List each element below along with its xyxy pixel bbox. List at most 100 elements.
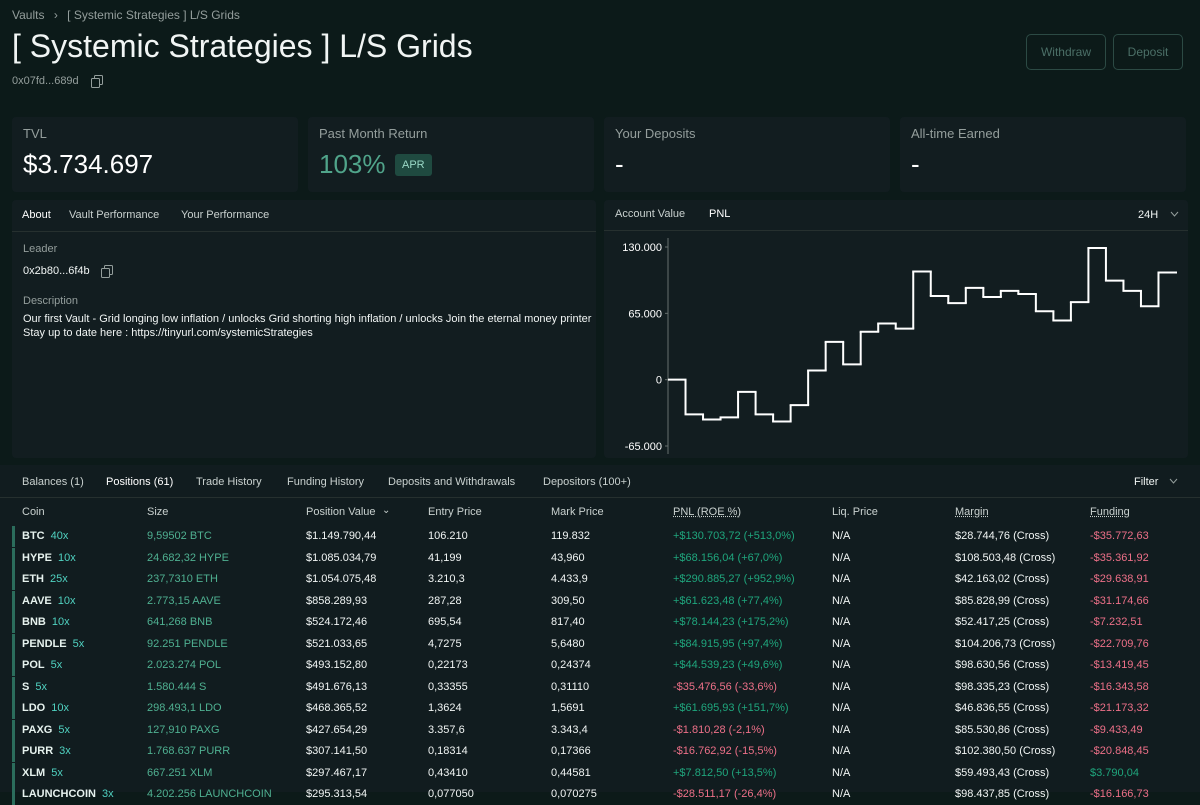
long-indicator [12, 655, 15, 676]
cell: $297.467,17 [306, 767, 367, 779]
coin: BNB [22, 616, 46, 628]
cell: $3.790,04 [1090, 767, 1139, 779]
cell: $524.172,46 [306, 616, 367, 628]
cell: -$35.476,56 (-33,6%) [673, 681, 777, 693]
cell: N/A [832, 595, 850, 607]
cell: +$61.623,48 (+77,4%) [673, 595, 782, 607]
column-header[interactable]: Funding [1090, 506, 1130, 518]
cell: +$290.885,27 (+952,9%) [673, 573, 795, 585]
cell: 1,3624 [428, 702, 462, 714]
cell: $59.493,43 (Cross) [955, 767, 1049, 779]
cell: -$35.772,63 [1090, 530, 1149, 542]
cell: -$16.762,92 (-15,5%) [673, 745, 777, 757]
cell: +$44.539,23 (+49,6%) [673, 659, 782, 671]
cell: $491.676,13 [306, 681, 367, 693]
cell: N/A [832, 552, 850, 564]
cell: 0,43410 [428, 767, 468, 779]
coin: LAUNCHCOIN [22, 788, 96, 800]
leverage: 3x [59, 745, 71, 757]
coin: BTC [22, 530, 45, 542]
y-tick-label: 130.000 [622, 242, 662, 254]
cell: N/A [832, 530, 850, 542]
column-header[interactable]: Entry Price [428, 506, 482, 518]
tab[interactable]: Balances (1) [22, 476, 84, 488]
cell: 3.343,4 [551, 724, 588, 736]
cell: N/A [832, 638, 850, 650]
tab[interactable]: Depositors (100+) [543, 476, 631, 488]
cell: 24.682,32 HYPE [147, 552, 229, 564]
column-header[interactable]: Coin [22, 506, 45, 518]
cell: $521.033,65 [306, 638, 367, 650]
cell: $307.141,50 [306, 745, 367, 757]
cell: $1.054.075,48 [306, 573, 376, 585]
cell: -$29.638,91 [1090, 573, 1149, 585]
cell: 2.773,15 AAVE [147, 595, 221, 607]
cell: -$35.361,92 [1090, 552, 1149, 564]
leverage: 3x [102, 788, 114, 800]
cell: -$16.343,58 [1090, 681, 1149, 693]
leverage: 10x [52, 616, 70, 628]
cell: 0,24374 [551, 659, 591, 671]
cell: +$84.915,95 (+97,4%) [673, 638, 782, 650]
cell: 641,268 BNB [147, 616, 212, 628]
cell: N/A [832, 659, 850, 671]
y-tick-label: 0 [656, 375, 662, 387]
leverage: 10x [58, 595, 76, 607]
y-tick-label: 65.000 [628, 308, 662, 320]
cell: 119.832 [551, 530, 590, 542]
cell: 0,18314 [428, 745, 468, 757]
cell: 1.768.637 PURR [147, 745, 230, 757]
cell: $1.149.790,44 [306, 530, 376, 542]
cell: 4.202.256 LAUNCHCOIN [147, 788, 272, 800]
cell: $295.313,54 [306, 788, 367, 800]
column-header[interactable]: Margin [955, 506, 989, 518]
tab[interactable]: Funding History [287, 476, 364, 488]
cell: 0,31110 [551, 681, 589, 693]
coin: AAVE [22, 595, 52, 607]
long-indicator [12, 741, 15, 762]
cell: $46.836,55 (Cross) [955, 702, 1049, 714]
cell: $85.530,86 (Cross) [955, 724, 1049, 736]
column-header[interactable]: PNL (ROE %) [673, 506, 741, 518]
cell: $858.289,93 [306, 595, 367, 607]
cell: $52.417,25 (Cross) [955, 616, 1049, 628]
leverage: 40x [51, 530, 69, 542]
cell: 0,070275 [551, 788, 597, 800]
cell: 41,199 [428, 552, 462, 564]
cell: N/A [832, 616, 850, 628]
cell: +$7.812,50 (+13,5%) [673, 767, 776, 779]
cell: N/A [832, 767, 850, 779]
cell: -$21.173,32 [1090, 702, 1149, 714]
cell: N/A [832, 724, 850, 736]
coin: POL [22, 659, 45, 671]
leverage: 5x [73, 638, 85, 650]
long-indicator [12, 591, 15, 612]
pnl-chart: 130.000 65.000 0 -65.000 [0, 0, 1200, 470]
coin: PENDLE [22, 638, 67, 650]
cell: -$31.174,66 [1090, 595, 1149, 607]
cell: $104.206,73 (Cross) [955, 638, 1055, 650]
tab[interactable]: Positions (61) [106, 476, 173, 488]
coin: PURR [22, 745, 53, 757]
cell: 3.357,6 [428, 724, 465, 736]
column-header[interactable]: Liq. Price [832, 506, 878, 518]
filter-button[interactable]: Filter [1134, 476, 1158, 488]
cell: $85.828,99 (Cross) [955, 595, 1049, 607]
tab[interactable]: Trade History [196, 476, 262, 488]
tab[interactable]: Deposits and Withdrawals [388, 476, 515, 488]
long-indicator [12, 720, 15, 741]
leverage: 25x [50, 573, 68, 585]
leverage: 10x [51, 702, 69, 714]
sort-chevron: ⌄ [382, 505, 390, 516]
long-indicator [12, 569, 15, 590]
long-indicator [12, 634, 15, 655]
coin: S [22, 681, 29, 693]
cell: -$16.166,73 [1090, 788, 1149, 800]
long-indicator [12, 784, 15, 805]
cell: 106.210 [428, 530, 468, 542]
cell: N/A [832, 745, 850, 757]
column-header[interactable]: Mark Price [551, 506, 604, 518]
coin: ETH [22, 573, 44, 585]
column-header[interactable]: Size [147, 506, 168, 518]
column-header[interactable]: Position Value [306, 506, 376, 518]
